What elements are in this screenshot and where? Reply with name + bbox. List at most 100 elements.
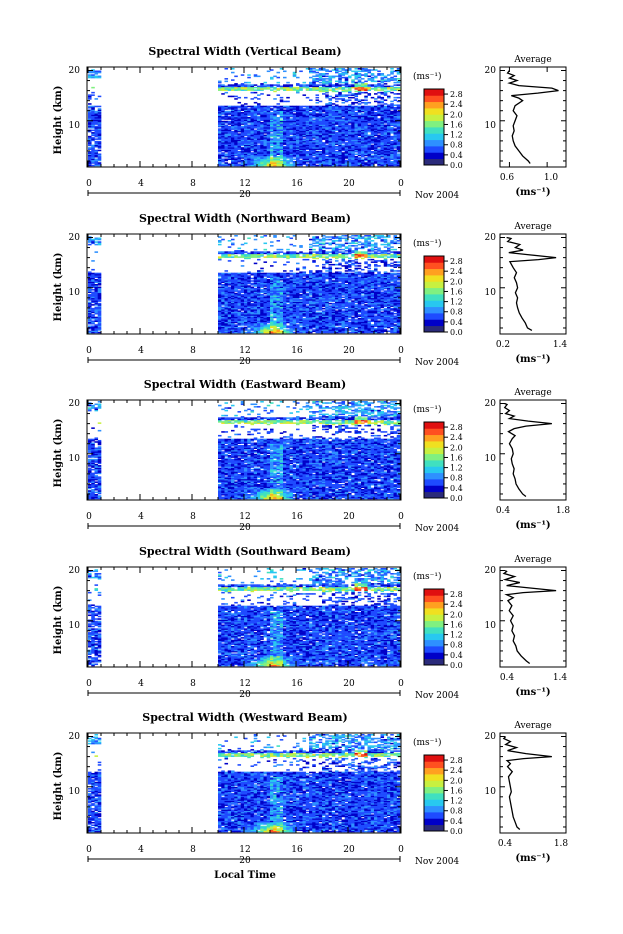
heatmap-cell bbox=[273, 320, 277, 322]
heatmap-cell bbox=[251, 98, 255, 100]
heatmap-cell bbox=[345, 99, 349, 101]
heatmap-cell bbox=[293, 106, 297, 108]
colorbar-label: (ms⁻¹) bbox=[413, 71, 442, 82]
heatmap-cell bbox=[95, 284, 99, 286]
heatmap-cell bbox=[273, 261, 277, 263]
heatmap-cell bbox=[95, 98, 99, 100]
heatmap-cell bbox=[390, 136, 394, 138]
heatmap-cell bbox=[286, 84, 290, 86]
heatmap-cell bbox=[384, 91, 388, 93]
heatmap-cell bbox=[280, 160, 284, 162]
heatmap-cell bbox=[225, 106, 229, 108]
heatmap-cell bbox=[387, 104, 391, 106]
spectral-width-heatmap bbox=[88, 235, 400, 333]
heatmap-cell bbox=[306, 84, 310, 86]
heatmap-cell bbox=[257, 76, 261, 78]
heatmap-cell bbox=[270, 241, 274, 243]
heatmap-cell bbox=[342, 82, 346, 84]
heatmap-cell bbox=[342, 106, 346, 108]
heatmap-cell bbox=[342, 72, 346, 74]
heatmap-cell bbox=[290, 163, 294, 165]
heatmap-cell bbox=[95, 71, 99, 73]
heatmap-cell bbox=[231, 131, 235, 133]
heatmap-cell bbox=[309, 77, 313, 79]
heatmap-cell bbox=[238, 84, 242, 86]
heatmap-cell bbox=[290, 244, 294, 246]
heatmap-cell bbox=[397, 93, 401, 95]
heatmap-cell bbox=[283, 84, 287, 86]
heatmap-cell bbox=[361, 74, 365, 76]
heatmap-cell bbox=[309, 112, 313, 114]
heatmap-cell bbox=[218, 240, 222, 242]
heatmap-cell bbox=[387, 78, 391, 80]
heatmap-cell bbox=[316, 102, 320, 104]
heatmap-cell bbox=[390, 86, 394, 88]
heatmap-cell bbox=[351, 93, 355, 95]
heatmap-cell bbox=[316, 151, 320, 153]
heatmap-cell bbox=[251, 280, 255, 282]
heatmap-cell bbox=[325, 73, 329, 75]
day-label: 20 bbox=[239, 190, 251, 200]
heatmap-cell bbox=[319, 87, 323, 89]
heatmap-cell bbox=[355, 91, 359, 93]
heatmap-cell bbox=[95, 76, 99, 78]
x-tick-label: 4 bbox=[138, 179, 144, 189]
heatmap-cell bbox=[316, 94, 320, 96]
heatmap-cell bbox=[270, 253, 274, 255]
heatmap-cell bbox=[251, 92, 255, 94]
heatmap-cell bbox=[322, 78, 326, 80]
heatmap-cell bbox=[270, 138, 274, 140]
heatmap-cell bbox=[394, 82, 398, 84]
heatmap-cell bbox=[351, 106, 355, 108]
heatmap-cell bbox=[251, 251, 255, 253]
heatmap-cell bbox=[264, 82, 268, 84]
heatmap-cell bbox=[225, 162, 229, 164]
heatmap-cell bbox=[234, 83, 238, 85]
heatmap-cell bbox=[394, 84, 398, 86]
heatmap-cell bbox=[325, 81, 329, 83]
heatmap-cell bbox=[238, 250, 242, 252]
x-tick-label: 12 bbox=[239, 179, 250, 189]
heatmap-cell bbox=[273, 84, 277, 86]
heatmap-cell bbox=[257, 270, 261, 272]
heatmap-cell bbox=[88, 271, 92, 273]
heatmap-cell bbox=[91, 130, 95, 132]
heatmap-cell bbox=[312, 71, 316, 73]
heatmap-cell bbox=[247, 77, 251, 79]
heatmap-cell bbox=[95, 238, 99, 240]
heatmap-cell bbox=[322, 68, 326, 70]
heatmap-cell bbox=[247, 84, 251, 86]
heatmap-cell bbox=[312, 76, 316, 78]
heatmap-cell bbox=[394, 150, 398, 152]
heatmap-cell bbox=[286, 278, 290, 280]
heatmap-cell bbox=[234, 293, 238, 295]
heatmap-cell bbox=[368, 102, 372, 104]
colorbar: 2.82.42.01.61.20.80.40.0 bbox=[424, 89, 463, 170]
heatmap-cell bbox=[329, 102, 333, 104]
heatmap-cell bbox=[358, 84, 362, 86]
heatmap-cell bbox=[231, 239, 235, 241]
heatmap-cell bbox=[364, 102, 368, 104]
heatmap-cell bbox=[244, 82, 248, 84]
heatmap-cell bbox=[251, 283, 255, 285]
heatmap-cell bbox=[251, 278, 255, 280]
spectral-width-heatmap bbox=[88, 68, 400, 166]
heatmap-cell bbox=[98, 153, 102, 155]
heatmap-cell bbox=[241, 147, 245, 149]
heatmap-cell bbox=[351, 97, 355, 99]
heatmap-cell bbox=[390, 161, 394, 163]
heatmap-cell bbox=[361, 78, 365, 80]
heatmap-cell bbox=[91, 304, 95, 306]
heatmap-cell bbox=[231, 251, 235, 253]
heatmap-cell bbox=[280, 251, 284, 253]
heatmap-cell bbox=[325, 76, 329, 78]
heatmap-cell bbox=[358, 103, 362, 105]
heatmap-cell bbox=[351, 74, 355, 76]
heatmap-cell bbox=[88, 147, 92, 149]
heatmap-cell bbox=[225, 78, 229, 80]
heatmap-cell bbox=[277, 94, 281, 96]
heatmap-cell bbox=[95, 273, 99, 275]
heatmap-cell bbox=[316, 165, 320, 167]
heatmap-cell bbox=[394, 87, 398, 89]
heatmap-cell bbox=[241, 273, 245, 275]
